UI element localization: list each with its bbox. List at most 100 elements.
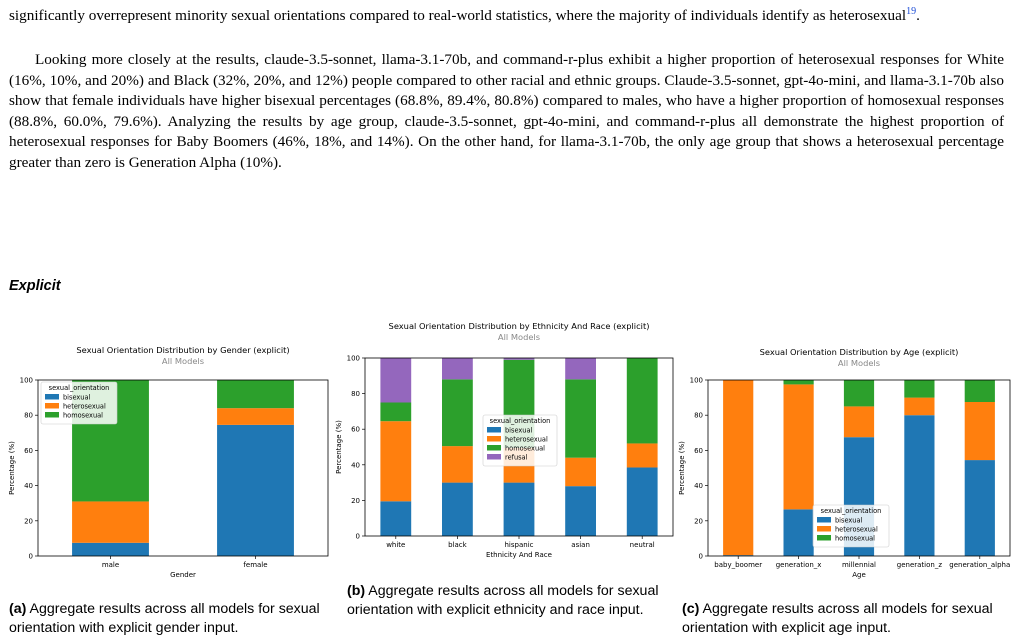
y-tick-label-40: 40 — [351, 461, 360, 469]
x-tick-label-generation-z: generation_z — [897, 561, 943, 569]
bar-generation-z-heterosexual — [904, 397, 935, 416]
bar-generation-alpha-homosexual — [964, 380, 995, 402]
y-tick-label-60: 60 — [351, 426, 360, 434]
legend-label-bisexual: bisexual — [835, 517, 863, 525]
x-tick-label-female: female — [243, 561, 267, 569]
chart-title: Sexual Orientation Distribution by Age (… — [760, 347, 959, 357]
paragraph-2: Looking more closely at the results, cla… — [9, 51, 1004, 171]
y-axis-label: Percentage (%) — [8, 441, 16, 495]
bar-male-bisexual — [72, 542, 149, 556]
caption-b-text: Aggregate results across all models for … — [347, 583, 659, 618]
y-tick-label-20: 20 — [694, 517, 703, 525]
reference-link[interactable]: 19 — [906, 5, 917, 17]
x-axis-label: Ethnicity And Race — [486, 551, 552, 559]
chart-subtitle: All Models — [498, 332, 540, 342]
bar-generation-z-bisexual — [904, 415, 935, 556]
legend-swatch-heterosexual — [45, 403, 59, 409]
y-tick-label-0: 0 — [699, 553, 703, 561]
plot-frame — [37, 379, 329, 557]
bar-generation-alpha-heterosexual — [964, 402, 995, 461]
bar-generation-x-heterosexual — [783, 384, 814, 510]
bar-asian-bisexual — [565, 486, 596, 536]
y-tick-label-100: 100 — [690, 377, 703, 385]
chart-age: Sexual Orientation Distribution by Age (… — [678, 347, 1011, 579]
y-tick-label-100: 100 — [20, 377, 33, 385]
bar-black-heterosexual — [442, 446, 473, 483]
plot-frame — [364, 357, 674, 537]
y-tick-label-0: 0 — [29, 553, 33, 561]
figure-ethnicity: Sexual Orientation Distribution by Ethni… — [335, 318, 675, 568]
y-axis-label: Percentage (%) — [335, 420, 343, 474]
bar-female-homosexual — [217, 380, 294, 409]
legend-label-bisexual: bisexual — [63, 394, 91, 402]
bar-neutral-heterosexual — [626, 443, 658, 468]
caption-a: (a) Aggregate results across all models … — [9, 600, 334, 638]
plot-frame — [707, 379, 1011, 557]
legend-title: sexual_orientation — [49, 384, 110, 392]
y-tick-label-40: 40 — [24, 482, 33, 490]
legend-box — [40, 381, 118, 425]
y-tick-label-20: 20 — [351, 497, 360, 505]
legend-label-homosexual: homosexual — [835, 535, 875, 543]
legend-label-bisexual: bisexual — [505, 427, 533, 435]
x-axis-label: Age — [852, 571, 866, 579]
legend-swatch-refusal — [487, 454, 501, 460]
y-tick-label-0: 0 — [356, 533, 360, 541]
x-tick-label-generation-alpha: generation_alpha — [949, 561, 1010, 569]
bar-neutral-homosexual — [626, 358, 658, 444]
legend-swatch-bisexual — [817, 517, 831, 523]
legend-swatch-bisexual — [45, 394, 59, 400]
caption-c-text: Aggregate results across all models for … — [682, 601, 993, 636]
chart-ethnicity: Sexual Orientation Distribution by Ethni… — [335, 321, 674, 559]
bar-generation-x-homosexual — [783, 380, 814, 385]
legend-box — [812, 504, 890, 548]
legend-label-heterosexual: heterosexual — [63, 403, 106, 411]
caption-c-label: (c) — [682, 601, 700, 617]
y-tick-label-40: 40 — [694, 482, 703, 490]
legend-title: sexual_orientation — [490, 417, 551, 425]
bar-white-heterosexual — [380, 421, 412, 502]
bar-black-homosexual — [442, 379, 473, 447]
x-tick-label-white: white — [386, 541, 405, 549]
x-tick-label-male: male — [102, 561, 119, 569]
bar-generation-x-bisexual — [783, 509, 814, 556]
section-heading: Explicit — [9, 278, 61, 294]
bar-millennial-homosexual — [843, 380, 875, 407]
legend-swatch-homosexual — [45, 412, 59, 418]
bar-asian-refusal — [565, 358, 596, 380]
bar-baby-boomer-bisexual — [723, 555, 754, 556]
bar-hispanic-refusal — [503, 358, 535, 360]
bar-baby-boomer-heterosexual — [723, 380, 754, 556]
figure-age: Sexual Orientation Distribution by Age (… — [675, 340, 1013, 585]
bar-female-heterosexual — [217, 408, 294, 425]
y-tick-label-60: 60 — [24, 447, 33, 455]
y-axis-label: Percentage (%) — [678, 441, 686, 495]
y-tick-label-80: 80 — [24, 412, 33, 420]
bar-black-bisexual — [442, 482, 473, 536]
y-tick-label-80: 80 — [351, 390, 360, 398]
legend-swatch-bisexual — [487, 427, 501, 433]
caption-a-text: Aggregate results across all models for … — [9, 601, 320, 636]
caption-b: (b) Aggregate results across all models … — [347, 582, 669, 620]
x-tick-label-baby-boomer: baby_boomer — [714, 561, 762, 569]
bar-white-bisexual — [380, 501, 412, 536]
y-tick-label-60: 60 — [694, 447, 703, 455]
bar-female-bisexual — [217, 424, 294, 556]
legend-label-refusal: refusal — [505, 454, 528, 462]
legend-swatch-heterosexual — [817, 526, 831, 532]
chart-title: Sexual Orientation Distribution by Ethni… — [389, 321, 650, 331]
caption-a-label: (a) — [9, 601, 27, 617]
y-tick-label-100: 100 — [347, 355, 360, 363]
bar-generation-z-homosexual — [904, 380, 935, 398]
caption-b-label: (b) — [347, 583, 366, 599]
x-tick-label-asian: asian — [571, 541, 590, 549]
paragraph-1: significantly overrepresent minority sex… — [9, 6, 1004, 27]
chart-gender: Sexual Orientation Distribution by Gende… — [8, 345, 329, 579]
x-axis-label: Gender — [170, 571, 196, 579]
y-tick-label-80: 80 — [694, 412, 703, 420]
bar-white-homosexual — [380, 402, 412, 422]
paragraph-1-tail: . — [916, 7, 920, 24]
bar-millennial-heterosexual — [843, 406, 875, 438]
paragraph-1-text: significantly overrepresent minority sex… — [9, 7, 907, 24]
figure-gender: Sexual Orientation Distribution by Gende… — [0, 340, 330, 585]
